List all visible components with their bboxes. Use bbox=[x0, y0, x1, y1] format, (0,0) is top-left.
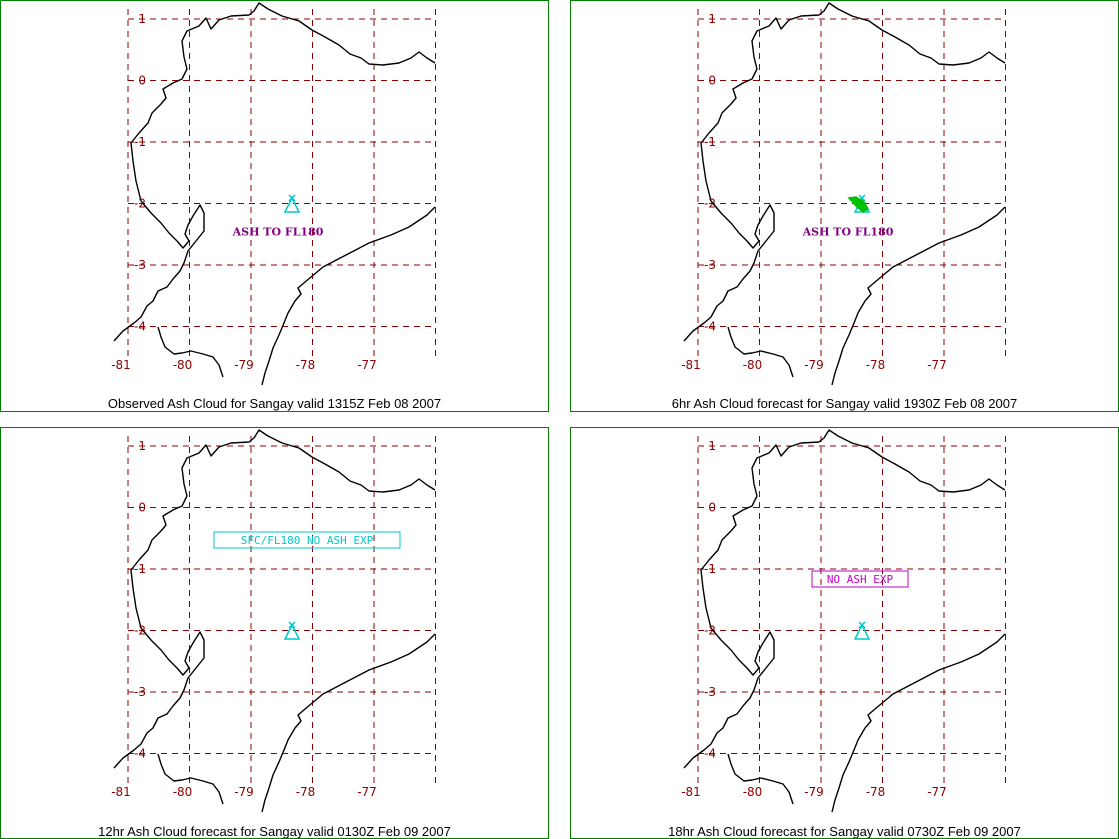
latitude-label: -3 bbox=[134, 685, 146, 699]
map-canvas: 1 0 -1 -2 -3 -4 -81 -80 -79 -78 -77 ASH TO FL180 bbox=[111, 2, 436, 386]
longitude-label: -79 bbox=[234, 785, 254, 799]
ash-annotation-label: NO ASH EXP bbox=[827, 573, 894, 586]
longitude-label: -81 bbox=[111, 785, 131, 799]
latitude-label: -2 bbox=[704, 197, 716, 211]
coastline bbox=[113, 2, 436, 342]
longitude-label: -80 bbox=[173, 358, 193, 372]
latitude-label: 0 bbox=[708, 74, 716, 88]
lat-lon-grid bbox=[127, 9, 436, 359]
longitude-label: -77 bbox=[927, 358, 947, 372]
map-panel-observed: 1 0 -1 -2 -3 -4 -81 -80 -79 -78 -77 ASH TO FL180 Ob… bbox=[0, 0, 549, 412]
longitude-label: -79 bbox=[804, 785, 824, 799]
volcano-triangle-icon bbox=[853, 621, 871, 640]
latitude-label: -4 bbox=[704, 747, 716, 761]
coastline bbox=[683, 2, 1006, 342]
longitude-label: -81 bbox=[111, 358, 131, 372]
coastline bbox=[157, 326, 224, 378]
map-canvas: 1 0 -1 -2 -3 -4 -81 -80 -79 -78 -77 NO ASH EXP bbox=[681, 429, 1006, 813]
latitude-label: -1 bbox=[704, 562, 716, 576]
latitude-label: -2 bbox=[134, 624, 146, 638]
volcano-triangle-icon bbox=[283, 194, 301, 213]
coastline bbox=[727, 753, 794, 805]
longitude-label: -77 bbox=[357, 358, 377, 372]
panel-caption: 12hr Ash Cloud forecast for Sangay valid… bbox=[98, 824, 451, 839]
latitude-label: -3 bbox=[704, 258, 716, 272]
ash-annotation-label: ASH TO FL180 bbox=[232, 226, 324, 239]
latitude-label: -1 bbox=[134, 562, 146, 576]
coastline bbox=[683, 429, 1006, 769]
lat-lon-grid bbox=[127, 436, 436, 786]
longitude-label: -80 bbox=[173, 785, 193, 799]
latitude-label: 0 bbox=[138, 74, 146, 88]
latitude-label: -1 bbox=[704, 135, 716, 149]
map-canvas: 1 0 -1 -2 -3 -4 -81 -80 -79 -78 -77 ASH TO FL180 bbox=[681, 2, 1006, 386]
longitude-label: -79 bbox=[234, 358, 254, 372]
latitude-label: 0 bbox=[708, 501, 716, 515]
latitude-label: -3 bbox=[134, 258, 146, 272]
annotation-box bbox=[811, 570, 909, 588]
ash-annotation-label: SFC/FL180 NO ASH EXP bbox=[241, 534, 374, 547]
latitude-label: 1 bbox=[138, 439, 146, 453]
panel-caption: 18hr Ash Cloud forecast for Sangay valid… bbox=[668, 824, 1021, 839]
longitude-label: -80 bbox=[743, 785, 763, 799]
coastline bbox=[261, 206, 436, 386]
latitude-label: -2 bbox=[704, 624, 716, 638]
map-panel-18hr: 1 0 -1 -2 -3 -4 -81 -80 -79 -78 -77 NO ASH EXP 18hr… bbox=[570, 427, 1119, 839]
coastline bbox=[113, 429, 436, 769]
coastline bbox=[157, 753, 224, 805]
ash-annotation-label: ASH TO FL180 bbox=[802, 226, 894, 239]
map-panel-12hr: 1 0 -1 -2 -3 -4 -81 -80 -79 -78 -77 SFC/FL180 NO AS… bbox=[0, 427, 549, 839]
longitude-label: -81 bbox=[681, 785, 701, 799]
longitude-label: -80 bbox=[743, 358, 763, 372]
latitude-label: -1 bbox=[134, 135, 146, 149]
longitude-label: -81 bbox=[681, 358, 701, 372]
lat-lon-grid bbox=[697, 9, 1006, 359]
latitude-label: 0 bbox=[138, 501, 146, 515]
annotation-box bbox=[213, 531, 401, 549]
longitude-label: -78 bbox=[296, 785, 316, 799]
longitude-label: -78 bbox=[866, 785, 886, 799]
latitude-label: -4 bbox=[134, 747, 146, 761]
coastline bbox=[831, 633, 1006, 813]
map-canvas: 1 0 -1 -2 -3 -4 -81 -80 -79 -78 -77 SFC/FL180 NO AS… bbox=[111, 429, 436, 813]
volcano-triangle-icon bbox=[283, 621, 301, 640]
lat-lon-grid bbox=[697, 436, 1006, 786]
panel-caption: 6hr Ash Cloud forecast for Sangay valid … bbox=[671, 396, 1018, 411]
coastline bbox=[727, 326, 794, 378]
coastline bbox=[261, 633, 436, 813]
latitude-label: -2 bbox=[134, 197, 146, 211]
latitude-label: -4 bbox=[134, 320, 146, 334]
latitude-label: -3 bbox=[704, 685, 716, 699]
latitude-label: 1 bbox=[708, 12, 716, 26]
longitude-label: -78 bbox=[296, 358, 316, 372]
longitude-label: -77 bbox=[357, 785, 377, 799]
panel-caption: Observed Ash Cloud for Sangay valid 1315… bbox=[107, 396, 442, 411]
map-panel-6hr: 1 0 -1 -2 -3 -4 -81 -80 -79 -78 -77 ASH TO FL180 6h… bbox=[570, 0, 1119, 412]
longitude-label: -77 bbox=[927, 785, 947, 799]
longitude-label: -78 bbox=[866, 358, 886, 372]
coastline bbox=[831, 206, 1006, 386]
latitude-label: -4 bbox=[704, 320, 716, 334]
latitude-label: 1 bbox=[138, 12, 146, 26]
longitude-label: -79 bbox=[804, 358, 824, 372]
latitude-label: 1 bbox=[708, 439, 716, 453]
ash-plume-shape bbox=[847, 196, 870, 213]
